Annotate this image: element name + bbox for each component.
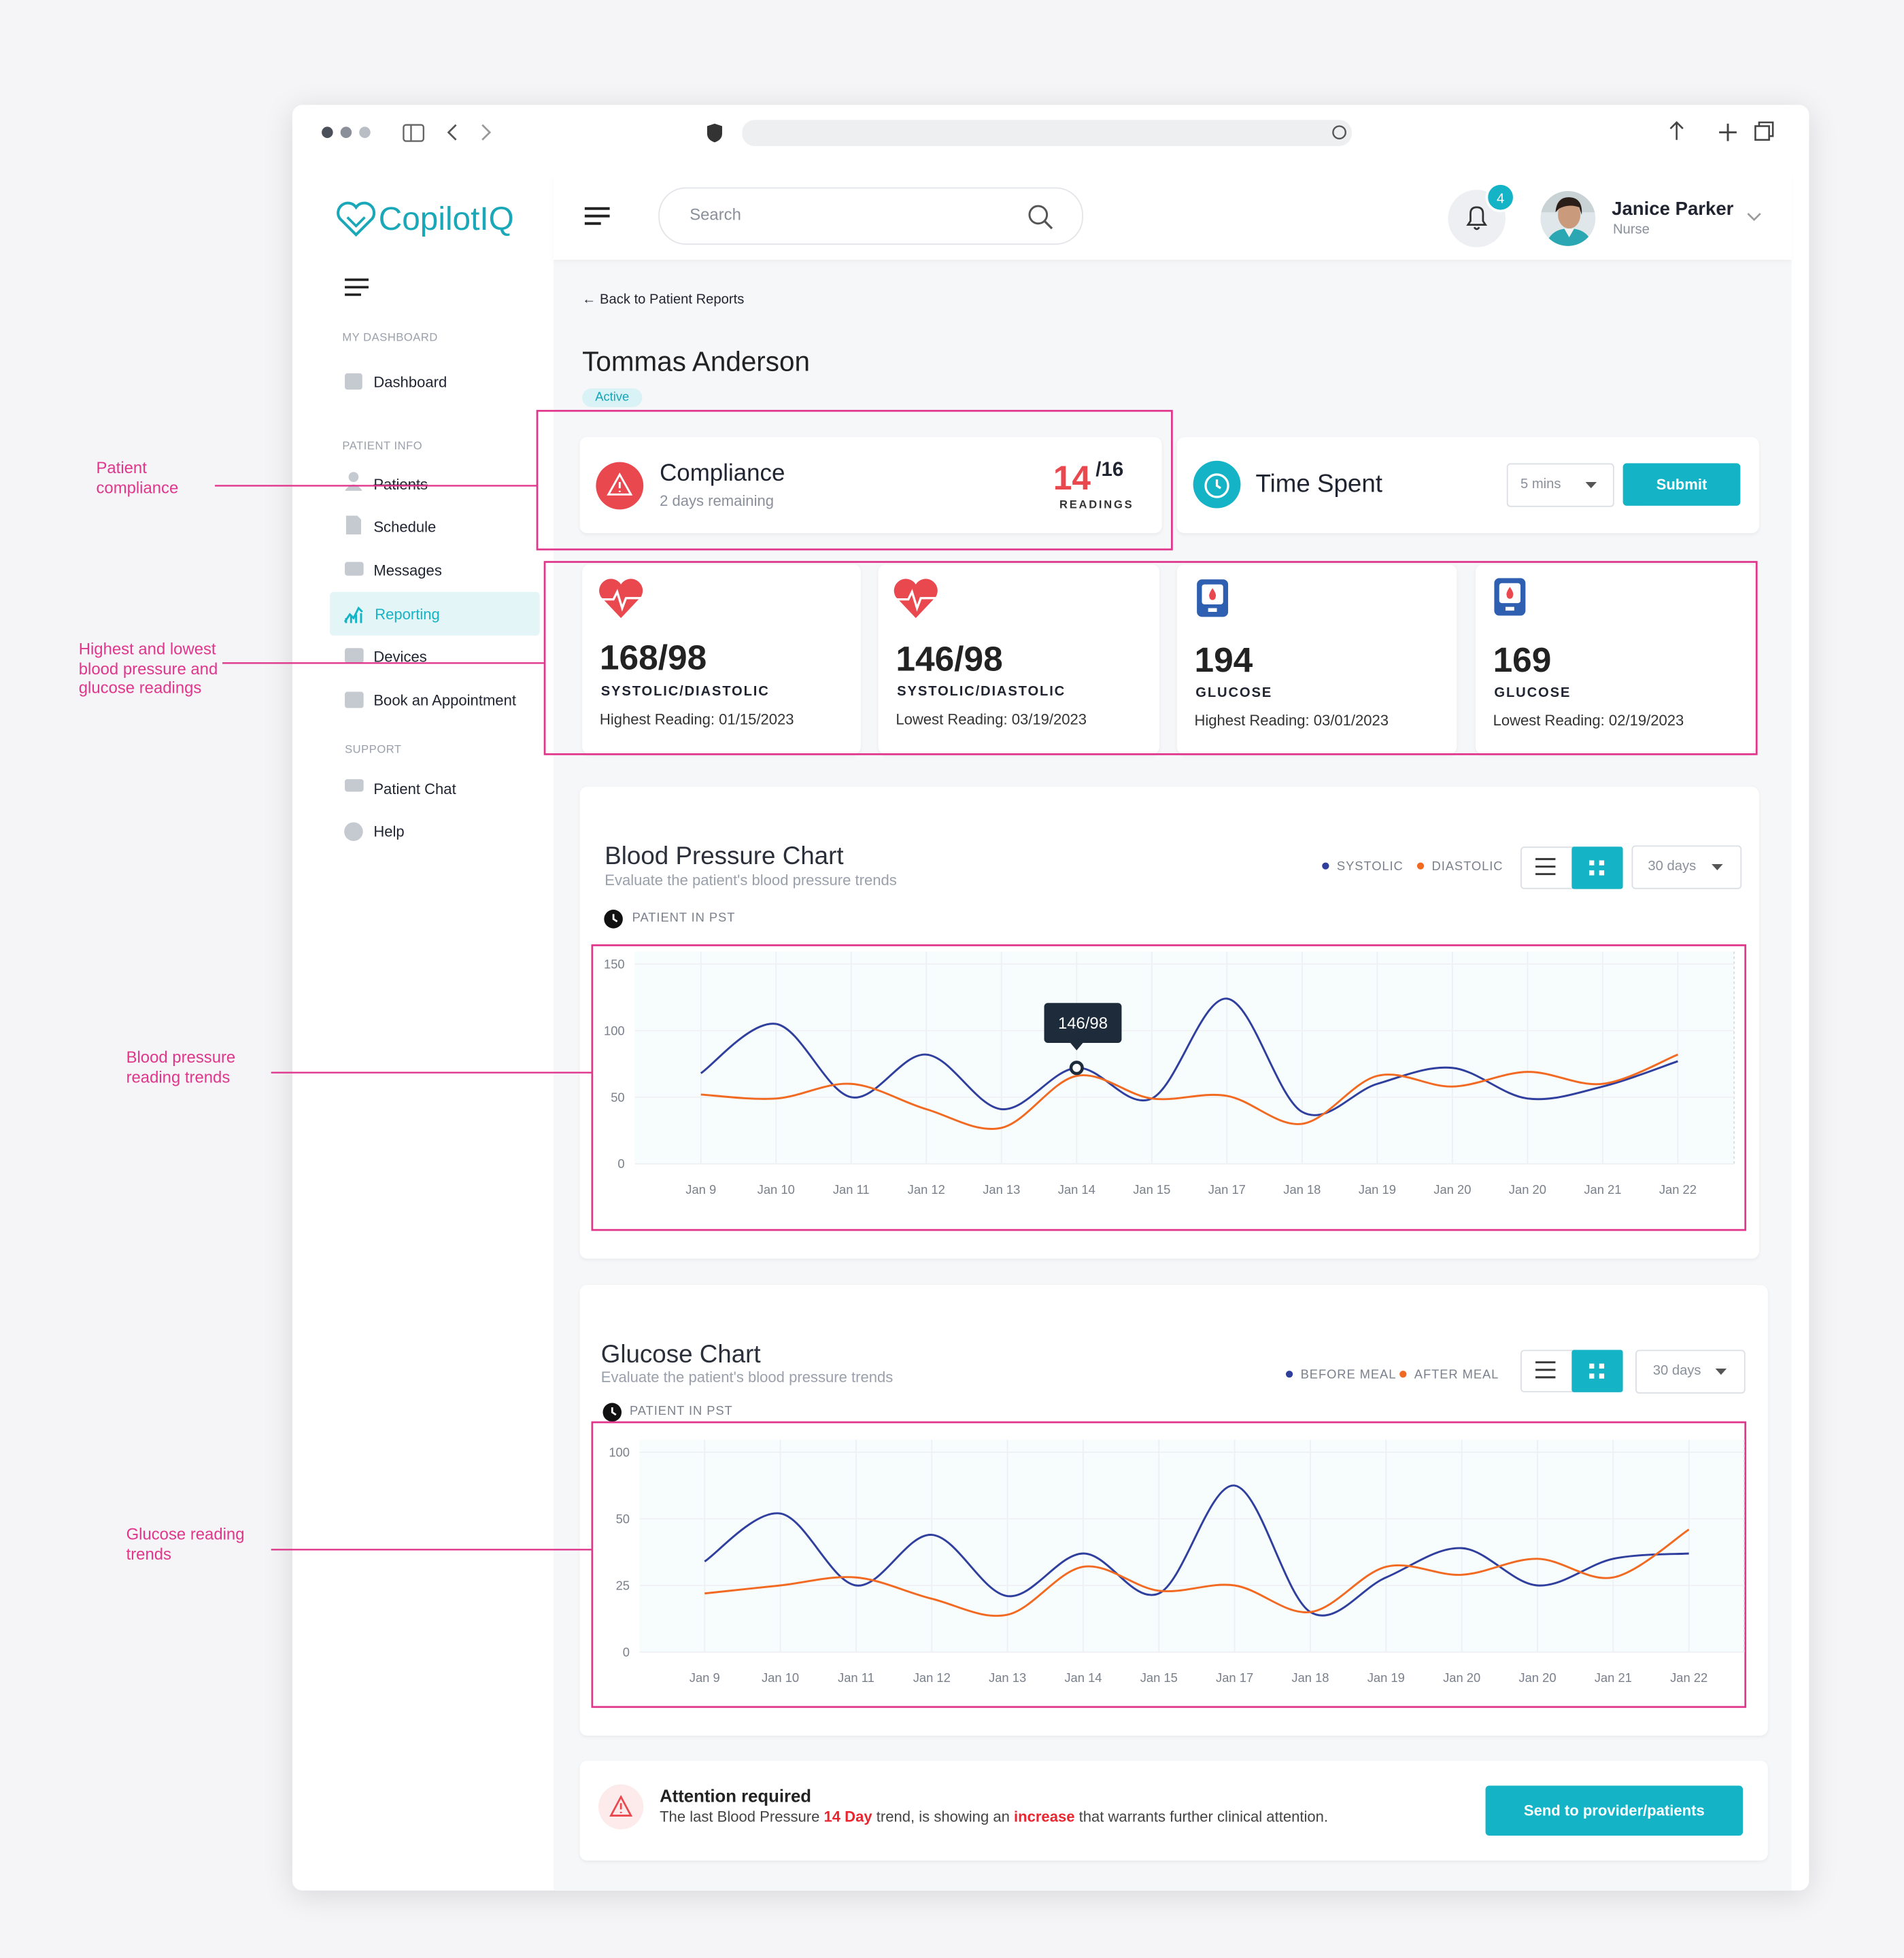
range-dropdown[interactable] <box>1635 1350 1746 1394</box>
compliance-icon <box>596 462 644 510</box>
dropdown-caret <box>1585 481 1597 489</box>
heart-icon <box>894 579 938 619</box>
clock-icon <box>602 1403 622 1422</box>
patient-name: Tommas Anderson <box>582 345 810 377</box>
menu-button[interactable] <box>583 205 613 230</box>
stat-label: SYSTOLIC/DIASTOLIC <box>600 684 770 700</box>
time-title: Time Spent <box>1255 470 1383 498</box>
alert-title: Attention required <box>660 1785 812 1806</box>
chart-subtitle: Evaluate the patient's blood pressure tr… <box>605 872 897 889</box>
brand: CopilotIQ <box>378 199 514 237</box>
avatar[interactable] <box>1540 190 1597 247</box>
view-buttons[interactable] <box>1520 846 1623 889</box>
search-icon <box>1028 205 1053 230</box>
stat-label: GLUCOSE <box>1494 685 1571 701</box>
compliance-count: 14 <box>1053 459 1091 498</box>
stat-note: Lowest Reading: 03/19/2023 <box>896 710 1087 728</box>
range-value: 30 days <box>1652 1363 1701 1379</box>
notifications[interactable]: 4 <box>1447 181 1522 250</box>
alert-text-part: The last Blood Pressure <box>660 1808 824 1826</box>
alert-text-part: that warrants further clinical attention… <box>1074 1808 1329 1826</box>
search-box[interactable] <box>658 187 1083 245</box>
stat-value: 168/98 <box>599 638 707 677</box>
search-placeholder: Search <box>690 205 741 224</box>
nav-item[interactable]: Devices <box>373 648 427 666</box>
nav-item[interactable]: Patient Chat <box>373 780 456 798</box>
submit-button[interactable]: Submit <box>1622 463 1741 506</box>
dropdown-caret <box>1712 863 1723 871</box>
stat-note: Highest Reading: 03/01/2023 <box>1194 711 1389 729</box>
chart-title: Blood Pressure Chart <box>605 842 844 871</box>
stat-note: Highest Reading: 01/15/2023 <box>599 710 794 728</box>
chart-subtitle: Evaluate the patient's blood pressure tr… <box>600 1369 894 1386</box>
annotation: Blood pressure reading trends <box>126 1047 236 1086</box>
stat-label: GLUCOSE <box>1195 685 1273 701</box>
back-link-text: Back to Patient Reports <box>600 292 745 307</box>
compliance-title: Compliance <box>660 460 785 487</box>
nav-section: MY DASHBOARD <box>342 330 438 344</box>
alert-highlight: increase <box>1013 1808 1075 1826</box>
chart-title: Glucose Chart <box>600 1341 761 1369</box>
stat-value: 169 <box>1493 640 1552 680</box>
annotation: Highest and lowest blood pressure and gl… <box>78 639 218 698</box>
status-badge: Active <box>582 388 643 407</box>
alert-text-part: trend, is showing an <box>872 1808 1014 1826</box>
back-link[interactable]: ← Back to Patient Reports <box>582 292 745 307</box>
range-value: 30 days <box>1648 859 1697 874</box>
heart-icon <box>599 579 643 619</box>
duration-dropdown[interactable] <box>1506 463 1614 507</box>
user-menu[interactable] <box>1746 211 1763 223</box>
stat-note: Lowest Reading: 02/19/2023 <box>1493 711 1684 729</box>
nav-item[interactable]: Messages <box>373 562 442 580</box>
user-name: Janice Parker <box>1612 199 1734 220</box>
sidebar-toggle[interactable] <box>343 277 371 300</box>
stat-value: 194 <box>1194 640 1253 680</box>
annotation: Patient compliance <box>96 458 179 497</box>
browser-toolbar <box>322 120 1774 146</box>
time-icon <box>1193 460 1241 509</box>
nav-item[interactable]: Patients <box>373 475 428 494</box>
nav-item[interactable]: Schedule <box>373 518 437 536</box>
compliance-subtitle: 2 days remaining <box>660 492 775 510</box>
annotation: Glucose reading trends <box>126 1524 245 1563</box>
duration-value: 5 mins <box>1520 477 1561 492</box>
compliance-unit: READINGS <box>1059 498 1134 511</box>
alert-icon <box>598 1784 644 1830</box>
nav-active-bg <box>330 591 540 636</box>
nav-item[interactable]: Help <box>373 823 405 841</box>
glucometer-icon <box>1494 578 1526 616</box>
nav-section: SUPPORT <box>345 742 402 756</box>
dropdown-caret <box>1715 1369 1727 1375</box>
nav-item[interactable]: Book an Appointment <box>373 691 516 710</box>
stat-label: SYSTOLIC/DIASTOLIC <box>897 684 1066 700</box>
glucometer-icon <box>1197 579 1229 617</box>
timezone: PATIENT IN PST <box>632 911 736 925</box>
timezone: PATIENT IN PST <box>629 1405 733 1419</box>
nav-section: PATIENT INFO <box>342 439 423 452</box>
compliance-total: /16 <box>1095 459 1124 481</box>
alert-text: The last Blood Pressure 14 Day trend, is… <box>660 1808 1328 1826</box>
user-role: Nurse <box>1612 222 1650 237</box>
notification-count: 4 <box>1497 191 1504 206</box>
alert-highlight: 14 Day <box>823 1808 872 1826</box>
stat-value: 146/98 <box>896 639 1003 679</box>
nav-item-active[interactable]: Reporting <box>375 605 440 623</box>
range-dropdown[interactable] <box>1631 845 1742 889</box>
send-button[interactable]: Send to provider/patients <box>1485 1785 1744 1836</box>
nav-item[interactable]: Dashboard <box>373 373 447 391</box>
view-buttons[interactable] <box>1520 1350 1623 1392</box>
nav-icons <box>343 373 364 842</box>
clock-icon <box>604 910 623 929</box>
logo-icon <box>337 201 376 237</box>
